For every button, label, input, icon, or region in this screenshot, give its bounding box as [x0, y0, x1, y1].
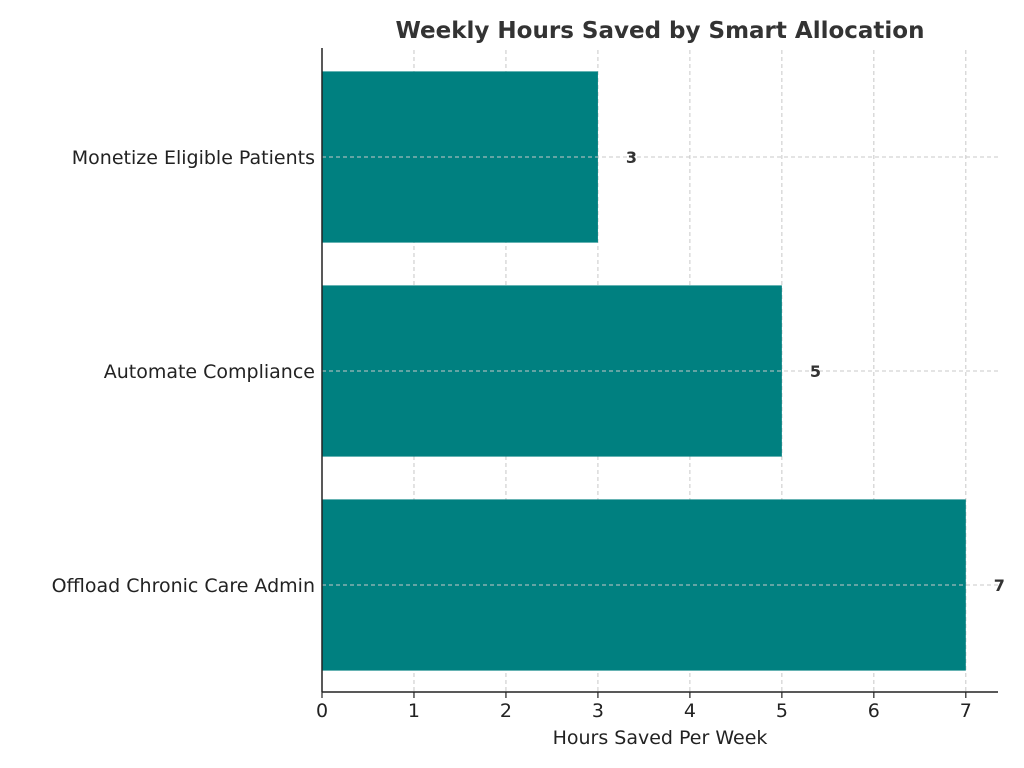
x-tick-label: 2 — [500, 700, 512, 722]
x-tick-label: 5 — [776, 700, 788, 722]
axes — [321, 48, 998, 693]
x-tick-label: 0 — [316, 700, 328, 722]
chart-title: Weekly Hours Saved by Smart Allocation — [396, 18, 925, 44]
data-label: 5 — [810, 362, 821, 381]
data-label: 7 — [994, 576, 1005, 595]
x-axis-label: Hours Saved Per Week — [553, 727, 768, 749]
category-label: Monetize Eligible Patients — [72, 147, 315, 169]
x-tick-label: 4 — [684, 700, 696, 722]
bars — [322, 71, 966, 671]
category-label: Offload Chronic Care Admin — [52, 575, 315, 597]
data-label: 3 — [626, 148, 637, 167]
category-labels: Offload Chronic Care Admin Automate Compl… — [52, 147, 315, 597]
x-tick-label: 6 — [868, 700, 880, 722]
bar — [322, 285, 782, 457]
x-ticks: 0 1 2 3 4 5 6 7 — [316, 692, 972, 722]
x-tick-label: 3 — [592, 700, 604, 722]
category-label: Automate Compliance — [104, 361, 315, 383]
x-tick-label: 7 — [960, 700, 972, 722]
data-labels: 7 5 3 — [626, 148, 1005, 595]
x-tick-label: 1 — [408, 700, 420, 722]
